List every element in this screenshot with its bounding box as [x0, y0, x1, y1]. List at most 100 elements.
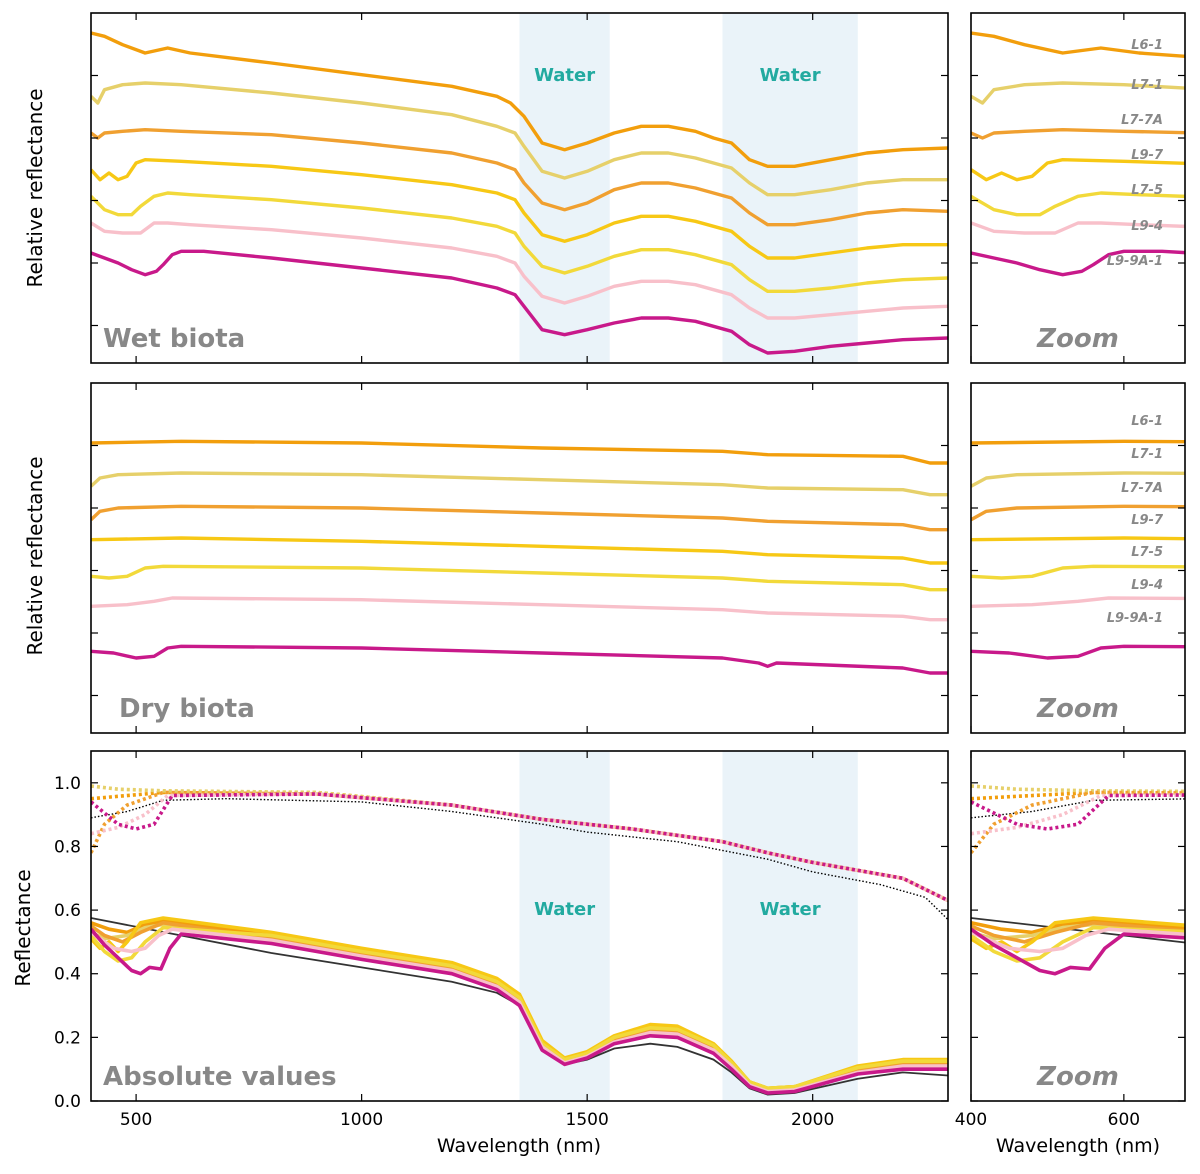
y-tick-label: 1.0 — [54, 774, 81, 794]
series-line-l6-1 — [91, 31, 948, 168]
axes-frame — [970, 12, 1186, 364]
water-band-1 — [519, 751, 610, 1101]
axes-frame — [90, 12, 949, 364]
series-group — [971, 784, 1185, 976]
axes-frame — [90, 750, 949, 1102]
dry-dotted-line-5 — [91, 792, 948, 903]
absolute-values-panel: Water Water 0.0 0.2 0.4 0.6 0.8 1.0 500 1000 1500 2… — [54, 750, 949, 1130]
y-tick-label: 0.8 — [54, 837, 81, 857]
zoom-label: Zoom — [1036, 694, 1119, 724]
sample-label-l9-4: L9-4 — [1131, 578, 1163, 593]
water-band-label: Water — [534, 899, 595, 920]
dry-dotted-line-3 — [91, 790, 948, 903]
series-line-l9-7 — [971, 536, 1185, 542]
series-line-l6-1 — [91, 439, 948, 465]
sample-label-l6-1: L6-1 — [1131, 414, 1163, 429]
axes-frame — [90, 382, 949, 734]
dry-dotted-line-4 — [91, 792, 948, 903]
reference-dotted-line — [971, 798, 1185, 819]
series-line-l7-1 — [971, 81, 1185, 105]
series-line-l6-1 — [971, 919, 1185, 935]
series-line-l9-4 — [971, 596, 1185, 608]
zoom-xlabel: Wavelength (nm) — [996, 1135, 1160, 1157]
water-band-label: Water — [534, 65, 595, 86]
dry-ylabel: Relative reflectance — [23, 456, 47, 655]
series-line-l7-5 — [91, 191, 948, 293]
series-line-l7-1 — [971, 471, 1185, 488]
sample-label-l9-9a-1: L9-9A-1 — [1107, 254, 1163, 269]
dry-dotted-line-1 — [971, 790, 1185, 801]
series-line-l7-1 — [91, 471, 948, 497]
series-line-l9-4 — [971, 927, 1185, 954]
series-line-l9-9a-1 — [971, 249, 1185, 277]
series-line-l9-9a-1 — [971, 927, 1185, 976]
sample-label-l7-1: L7-1 — [1131, 447, 1163, 462]
series-line-l7-7a — [971, 504, 1185, 522]
series-line-l9-4 — [971, 221, 1185, 235]
panel-label: Absolute values — [103, 1062, 337, 1092]
sample-label-l7-1: L7-1 — [1131, 78, 1163, 93]
x-tick-label: 1000 — [340, 1110, 383, 1130]
series-line-l9-7 — [971, 916, 1185, 954]
wet-ylabel: Relative reflectance — [23, 88, 47, 287]
sample-label-l7-7a: L7-7A — [1121, 113, 1163, 128]
sample-label-l9-9a-1: L9-9A-1 — [1107, 611, 1163, 626]
series-line-l7-7a — [91, 127, 948, 227]
sample-label-l6-1: L6-1 — [1131, 38, 1163, 53]
series-line-l9-9a-1 — [91, 928, 948, 1095]
axes-frame — [970, 750, 1186, 1102]
sample-label-l7-5: L7-5 — [1131, 545, 1163, 560]
dry-biota-zoom-panel: Zoom L6-1 L7-1 L7-7A L9-7 L7-5 L9-4 L9-9A-1 — [970, 382, 1186, 734]
x-tick-label: 2000 — [791, 1110, 834, 1130]
dry-dotted-line-4 — [971, 793, 1185, 836]
series-line-l7-7a — [971, 921, 1185, 944]
panel-label: Wet biota — [103, 324, 245, 354]
series-line-l9-7 — [91, 158, 948, 260]
abs-xlabel: Wavelength (nm) — [437, 1135, 601, 1157]
series-line-l6-1 — [971, 31, 1185, 59]
dry-biota-panel: Dry biota — [90, 382, 949, 734]
series-line-l9-9a-1 — [971, 644, 1185, 660]
x-tick-label: 600 — [1108, 1110, 1140, 1130]
series-line-l7-5 — [971, 191, 1185, 217]
y-tick-label: 0.2 — [54, 1028, 81, 1048]
wet-biota-panel: Water Water Wet biota — [90, 12, 949, 364]
dry-dotted-line-2 — [971, 784, 1185, 794]
y-tick-label: 0.0 — [54, 1092, 81, 1112]
series-group — [971, 31, 1185, 277]
water-band-label: Water — [760, 65, 821, 86]
series-group — [971, 439, 1185, 660]
wet-biota-zoom-panel: Zoom L6-1 L7-1 L7-7A L9-7 L7-5 L9-4 L9-9A-1 — [970, 12, 1186, 364]
x-tick-label: 500 — [120, 1110, 152, 1130]
series-group — [91, 439, 948, 675]
series-line-l7-5 — [91, 564, 948, 592]
series-group — [91, 31, 948, 355]
series-line-l7-7a — [971, 127, 1185, 140]
series-line-l7-5 — [971, 925, 1185, 963]
dry-dotted-line-5 — [971, 793, 1185, 831]
water-band-2 — [722, 751, 858, 1101]
dry-dotted-line-3 — [971, 790, 1185, 854]
series-line-l9-7 — [971, 158, 1185, 182]
panel-label: Dry biota — [119, 694, 255, 724]
zoom-label: Zoom — [1036, 324, 1119, 354]
sample-label-l9-4: L9-4 — [1131, 219, 1163, 234]
series-line-l9-9a-1 — [91, 249, 948, 355]
series-line-l7-5 — [91, 925, 948, 1091]
abs-ylabel: Reflectance — [11, 869, 35, 986]
zoom-label: Zoom — [1036, 1062, 1119, 1092]
sample-label-l7-5: L7-5 — [1131, 183, 1163, 198]
sample-label-l7-7a: L7-7A — [1121, 481, 1163, 496]
x-tick-label: 400 — [955, 1110, 987, 1130]
series-line-l9-7 — [91, 536, 948, 565]
y-tick-label: 0.6 — [54, 901, 81, 921]
series-line-l6-1 — [971, 439, 1185, 445]
absolute-values-zoom-panel: 400 600 Zoom — [955, 750, 1186, 1130]
series-line-l9-4 — [91, 596, 948, 622]
series-line-l9-4 — [91, 221, 948, 320]
x-tick-label: 1500 — [566, 1110, 609, 1130]
reference-dotted-line — [91, 797, 948, 921]
series-line-l7-1 — [91, 81, 948, 197]
sample-label-l9-7: L9-7 — [1131, 513, 1164, 528]
